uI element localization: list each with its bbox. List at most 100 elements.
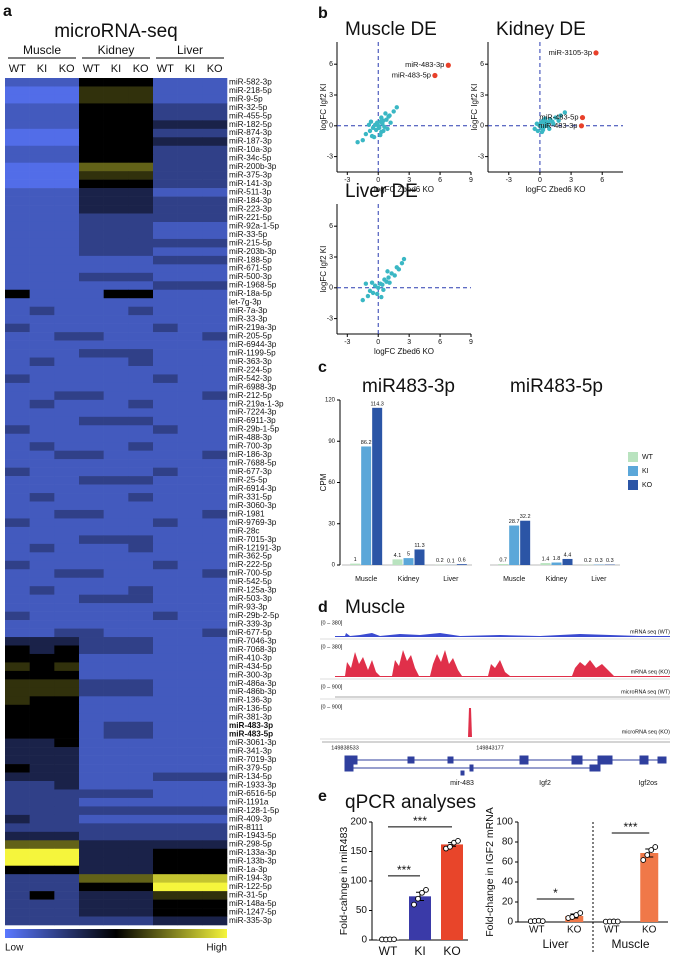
heatmap-cell [103,848,129,858]
heatmap-cell [128,145,154,155]
heatmap-cell [128,484,154,494]
heatmap-cell [29,509,55,519]
heatmap-cell [79,501,104,511]
heatmap-cell [5,459,30,468]
heatmap-cell [29,238,55,248]
heatmap-cell [177,560,203,570]
heatmap-cell [79,86,104,96]
bar [551,562,562,565]
heatmap-cell [153,857,178,867]
y-tick-label: 100 [496,817,513,828]
heatmap-cell [202,789,228,799]
heatmap-cell [54,450,80,460]
heatmap-cell [128,687,154,697]
heatmap-cell [153,120,178,130]
panel-letter: b [318,5,328,22]
point [387,113,392,118]
heatmap-cell [128,916,154,926]
point [363,281,369,286]
heatmap-cell [202,831,228,841]
heatmap-cell [5,323,30,333]
value-label: 114.3 [370,401,383,407]
heatmap-cell [5,662,30,672]
heatmap-cell [128,594,154,604]
column-label: KO [133,63,149,75]
heatmap-cell [177,137,203,147]
column-label: KO [207,63,223,75]
heatmap-cell [79,552,104,562]
row-label: miR-34c-5p [229,154,272,163]
heatmap-cell [177,154,203,163]
y-tick-label: -3 [327,153,333,160]
heatmap-cell [103,416,129,426]
heatmap-cell [103,332,129,341]
heatmap-cell [177,357,203,367]
x-tick-label: 6 [438,339,442,346]
heatmap-cell [153,374,178,384]
heatmap-cell [177,662,203,672]
value-label: 0.3 [606,558,614,564]
heatmap-cell [103,162,129,172]
heatmap-cell [54,747,80,756]
heatmap-cell [177,111,203,121]
row-label: miR-29b-1-5p [229,425,279,434]
heatmap-cell [29,569,55,579]
heatmap-cell [54,891,80,900]
point-label: miR-483-3p [538,121,577,130]
heatmap-cell [128,272,154,282]
heatmap-cell [128,247,154,257]
heatmap-cell [54,831,80,841]
heatmap-cell [177,365,203,375]
heatmap-cell [103,662,129,672]
heatmap-cell [153,238,178,248]
point [376,285,381,290]
row-label: miR-7224-3p [229,408,277,417]
heatmap-cell [103,111,129,121]
y-tick-label: 60 [502,857,514,868]
heatmap-cell [29,560,55,570]
heatmap-cell [153,86,178,96]
heatmap-cell [202,365,228,375]
heatmap-cell [54,340,80,350]
heatmap-cell [29,662,55,672]
heatmap-cell [153,611,178,621]
row-label: miR-7046-3p [229,636,277,645]
heatmap-cell [29,891,55,900]
heatmap-cell [177,865,203,875]
heatmap-cell [153,831,178,841]
row-label: miR-6944-3p [229,340,277,349]
heatmap-cell [79,560,104,570]
heatmap-cell [202,357,228,367]
heatmap-cell [177,899,203,909]
row-label: miR-218-5p [229,86,272,95]
heatmap-cell [202,238,228,248]
heatmap-cell [54,670,80,680]
heatmap-cell [5,560,30,570]
heatmap-cell [153,908,178,917]
heatmap-cell [128,670,154,680]
heatmap-cell [177,205,203,214]
heatmap-cell [103,264,129,274]
row-label: miR-136-5p [229,704,272,713]
heatmap-cell [5,628,30,638]
heatmap-cell [54,916,80,926]
point [384,117,389,122]
x-tick-label: Muscle [355,576,377,583]
point [367,288,373,294]
row-label: miR-1943-5p [229,831,277,840]
heatmap-cell [54,264,80,274]
heatmap-cell [79,162,104,172]
heatmap-cell [79,450,104,460]
row-label: miR-93-3p [229,603,268,612]
heatmap-cell [202,738,228,748]
heatmap-cell [5,730,30,739]
heatmap-cell [79,230,104,240]
row-label: miR-32-5p [229,103,268,112]
heatmap-cell [103,552,129,562]
heatmap-cell [103,281,129,291]
row-label: miR-1981 [229,509,265,518]
heatmap-cell [202,637,228,646]
heatmap-cell [128,535,154,545]
heatmap-cell [5,238,30,248]
heatmap-cell [202,255,228,265]
